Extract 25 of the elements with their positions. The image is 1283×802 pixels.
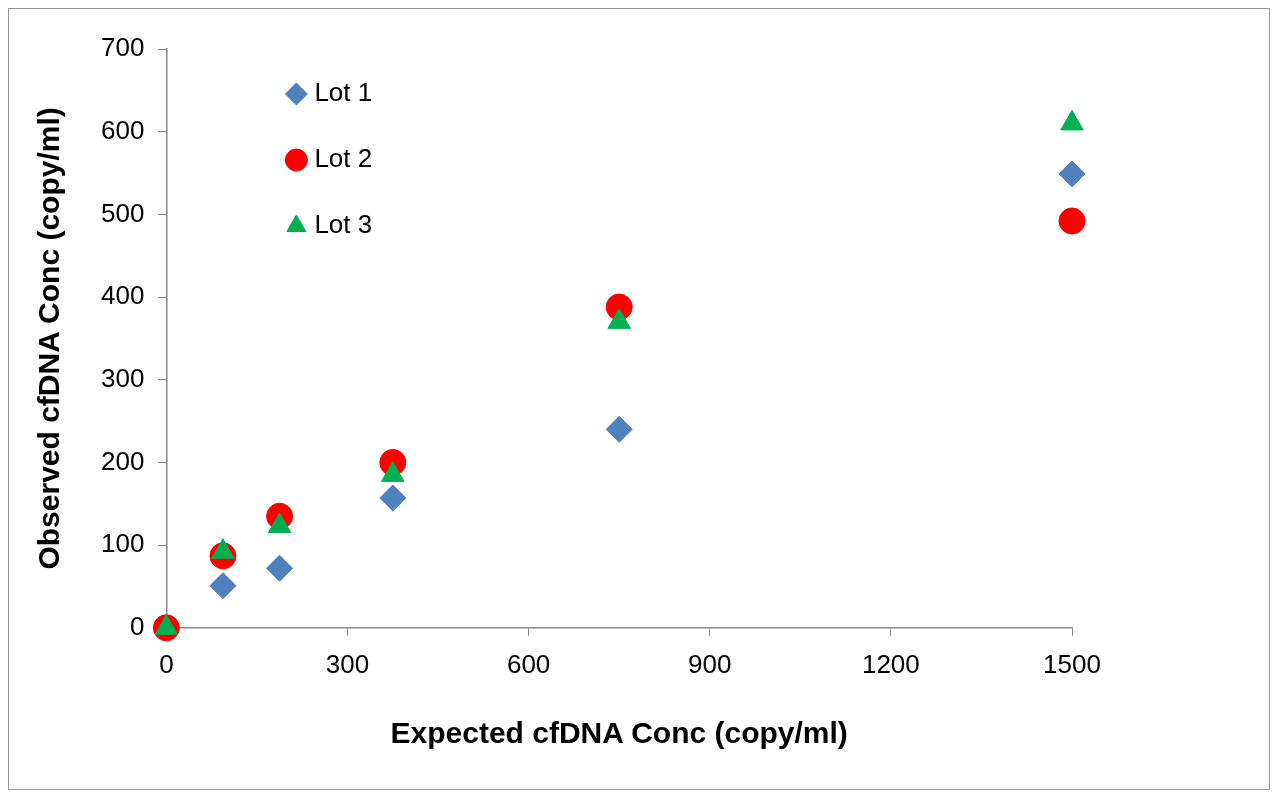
y-tick-label: 500	[100, 197, 145, 228]
y-tick-label: 100	[100, 528, 145, 559]
x-tick-label: 0	[159, 648, 174, 679]
x-tick-label: 600	[506, 648, 551, 679]
legend-label: Lot 2	[314, 143, 373, 174]
y-tick-label: 600	[100, 114, 145, 145]
point	[1058, 160, 1086, 188]
y-tick-label: 700	[100, 32, 145, 63]
y-axis-title: Observed cfDNA Conc (copy/ml)	[32, 107, 66, 570]
y-tick-label: 200	[100, 445, 145, 476]
x-tick-label: 1200	[861, 648, 920, 679]
y-tick-label: 400	[100, 280, 145, 311]
x-tick-label: 300	[325, 648, 370, 679]
legend-label: Lot 1	[314, 77, 373, 108]
y-tick-label: 0	[129, 610, 145, 641]
legend-label: Lot 3	[314, 209, 373, 240]
point	[605, 415, 633, 443]
x-tick-label: 1500	[1043, 648, 1101, 679]
x-tick-label: 900	[688, 648, 732, 679]
x-axis-title: Expected cfDNA Conc (copy/ml)	[390, 716, 848, 750]
point	[266, 554, 294, 582]
point	[1058, 207, 1086, 235]
y-tick-label: 300	[100, 362, 145, 393]
point	[379, 484, 407, 512]
point	[209, 572, 237, 600]
